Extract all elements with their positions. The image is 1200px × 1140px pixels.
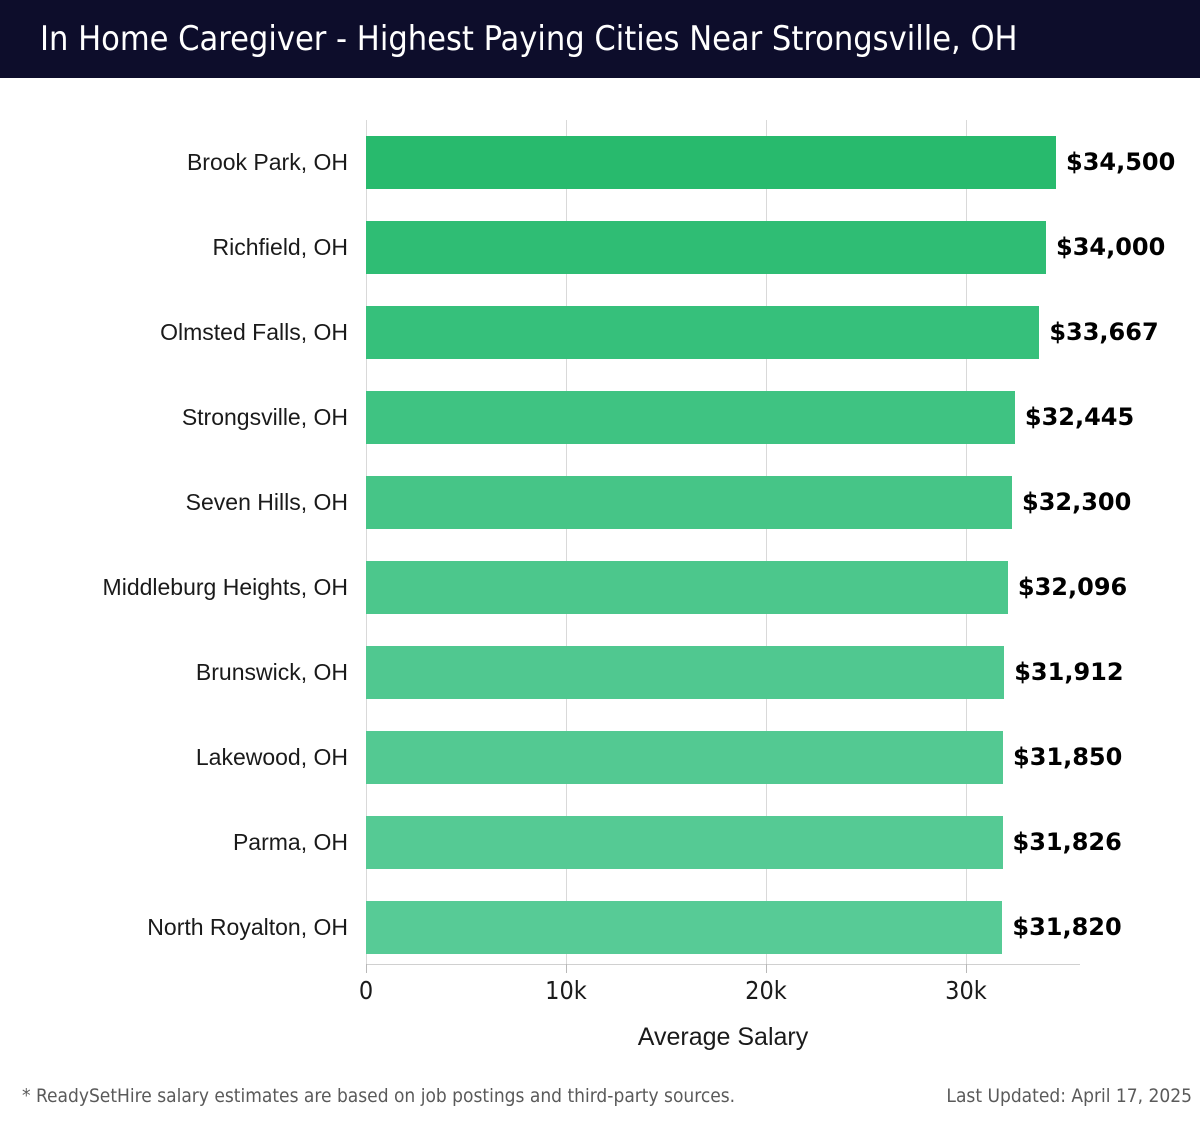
bar-value-label: $34,500: [1066, 148, 1176, 176]
bar-category-label: Brook Park, OH: [186, 149, 348, 175]
bar-row: North Royalton, OH $31,820: [0, 885, 1200, 970]
bar[interactable]: [366, 731, 1003, 784]
bar-row: Middleburg Heights, OH $32,096: [0, 545, 1200, 630]
header-bar: In Home Caregiver - Highest Paying Citie…: [0, 0, 1200, 78]
x-axis-title: Average Salary: [637, 1023, 809, 1051]
bar-category-label: Parma, OH: [232, 829, 348, 855]
x-tick-mark: [566, 964, 567, 973]
x-axis-line: [366, 964, 1080, 965]
bar-row: Richfield, OH $34,000: [0, 205, 1200, 290]
bar[interactable]: [366, 476, 1012, 529]
x-tick-label: 20k: [745, 976, 787, 1005]
bar-row: Parma, OH $31,826: [0, 800, 1200, 885]
bar[interactable]: [366, 136, 1056, 189]
gridline: [766, 120, 767, 966]
bar[interactable]: [366, 816, 1003, 869]
bar-category-label: North Royalton, OH: [147, 914, 348, 940]
gridline: [366, 120, 367, 966]
bar-row: Seven Hills, OH $32,300: [0, 460, 1200, 545]
bar-row: Lakewood, OH $31,850: [0, 715, 1200, 800]
bar-value-label: $34,000: [1056, 233, 1166, 261]
x-tick-label: 30k: [945, 976, 987, 1005]
bar-row: Olmsted Falls, OH $33,667: [0, 290, 1200, 375]
bar-value-label: $31,820: [1012, 913, 1122, 941]
bar[interactable]: [366, 901, 1003, 954]
footer-disclaimer: * ReadySetHire salary estimates are base…: [22, 1085, 736, 1107]
bar-value-label: $32,096: [1017, 573, 1128, 601]
bar-category-label: Richfield, OH: [212, 234, 348, 260]
x-tick-label: 10k: [545, 976, 587, 1005]
bar[interactable]: [366, 561, 1008, 614]
x-tick-mark: [966, 964, 967, 973]
bar-category-label: Olmsted Falls, OH: [160, 319, 348, 345]
x-tick-label: 0: [358, 976, 374, 1005]
bar[interactable]: [366, 221, 1046, 274]
bar-category-label: Seven Hills, OH: [185, 489, 348, 515]
bar-row: Brook Park, OH $34,500: [0, 120, 1200, 205]
bar[interactable]: [366, 391, 1015, 444]
footer-last-updated: Last Updated: April 17, 2025: [946, 1085, 1192, 1107]
bar-category-label: Middleburg Heights, OH: [102, 574, 348, 600]
gridline: [566, 120, 567, 966]
footer: * ReadySetHire salary estimates are base…: [0, 1085, 1200, 1125]
bar-category-label: Strongsville, OH: [181, 404, 348, 430]
bar-category-label: Lakewood, OH: [195, 744, 348, 770]
bar-value-label: $31,850: [1013, 743, 1123, 771]
bar-value-label: $32,300: [1022, 488, 1132, 516]
bar-category-label: Brunswick, OH: [195, 659, 348, 685]
bar[interactable]: [366, 306, 1040, 359]
bar-row: Brunswick, OH $31,912: [0, 630, 1200, 715]
bar-chart: Brook Park, OH $34,500 Richfield, OH $34,00…: [0, 78, 1200, 1068]
bar[interactable]: [366, 646, 1005, 699]
bar-row: Strongsville, OH $32,445: [0, 375, 1200, 460]
bar-value-label: $31,912: [1014, 658, 1124, 686]
x-tick-mark: [766, 964, 767, 973]
gridline: [966, 120, 967, 966]
page-title: In Home Caregiver - Highest Paying Citie…: [40, 19, 1018, 59]
bar-value-label: $32,445: [1024, 403, 1135, 431]
bar-value-label: $31,826: [1012, 828, 1122, 856]
x-tick-mark: [366, 964, 367, 973]
bar-value-label: $33,667: [1049, 318, 1159, 346]
